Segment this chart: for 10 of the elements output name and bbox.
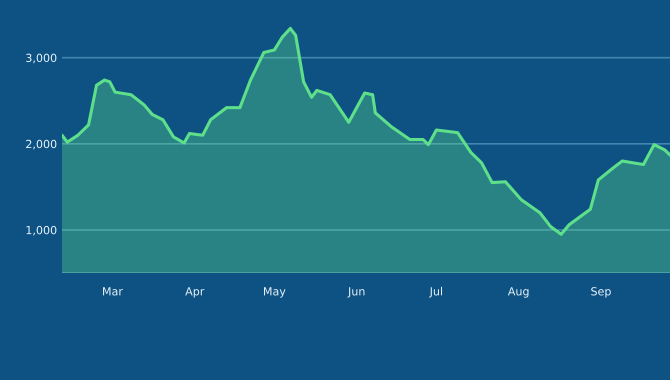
x-tick-label: May [264, 287, 286, 298]
x-tick-label: Aug [508, 287, 528, 298]
x-tick-label: Jun [347, 287, 364, 298]
y-tick-label: 2,000 [26, 140, 56, 150]
y-tick-label: 3,000 [26, 54, 56, 64]
x-tick-label: Jul [429, 286, 442, 298]
x-tick-label: Apr [185, 287, 204, 298]
y-tick-label: 1,000 [26, 226, 56, 236]
x-tick-label: Mar [103, 287, 123, 296]
x-tick-label: Sep [591, 287, 611, 298]
